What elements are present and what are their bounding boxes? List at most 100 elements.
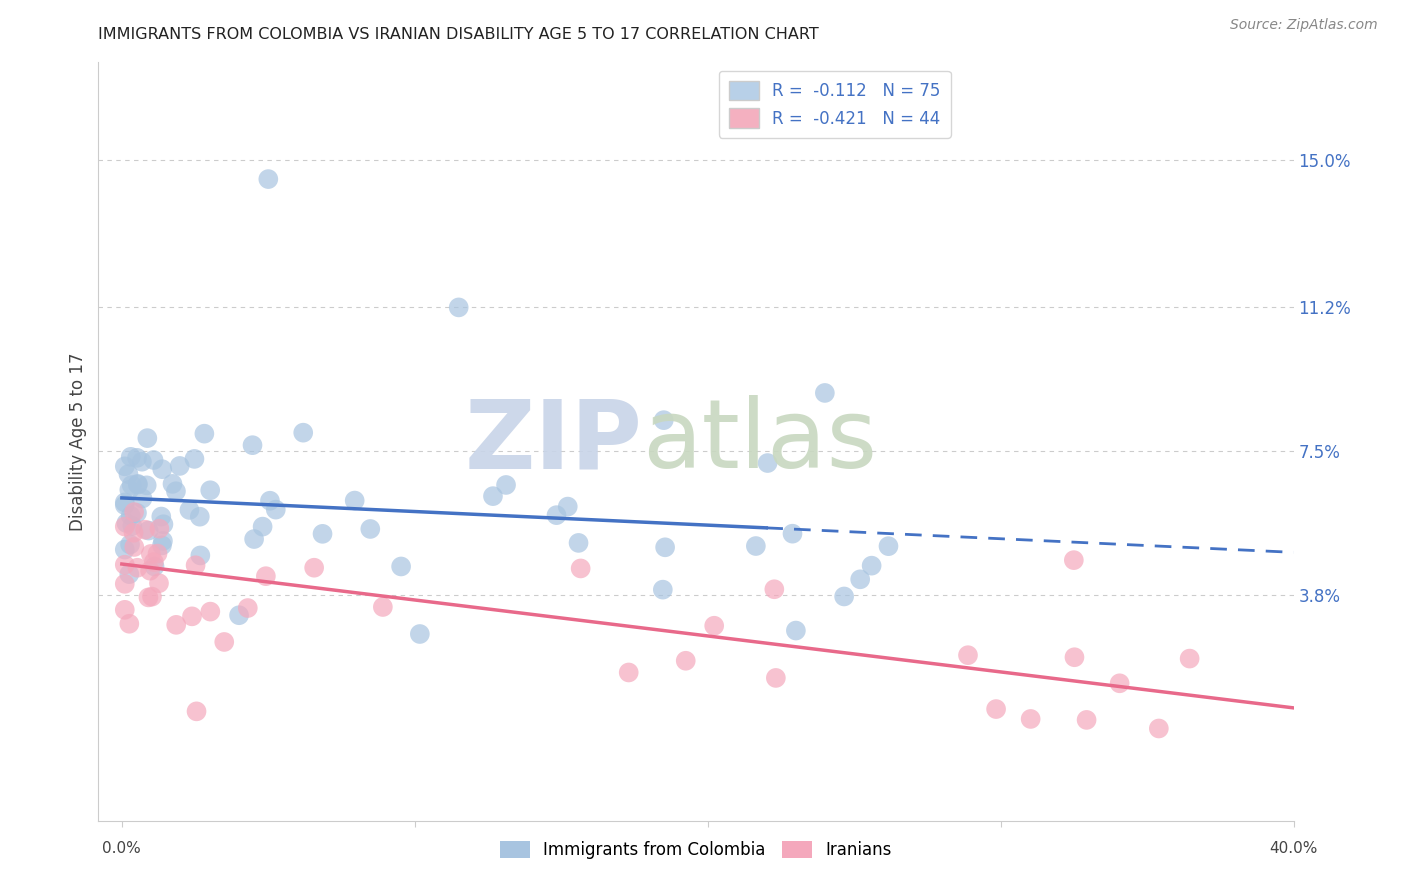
Point xyxy=(675,654,697,668)
Point xyxy=(139,547,162,561)
Point xyxy=(150,462,173,476)
Point xyxy=(877,539,900,553)
Point xyxy=(359,522,381,536)
Point xyxy=(183,451,205,466)
Point xyxy=(118,567,141,582)
Point xyxy=(184,558,207,573)
Point xyxy=(617,665,640,680)
Point xyxy=(120,508,142,523)
Point xyxy=(1019,712,1042,726)
Point xyxy=(114,558,136,572)
Point xyxy=(212,635,235,649)
Point xyxy=(148,576,170,591)
Point xyxy=(125,450,148,465)
Point xyxy=(125,506,148,520)
Text: 40.0%: 40.0% xyxy=(1270,841,1317,856)
Point xyxy=(181,609,204,624)
Point xyxy=(121,519,143,533)
Point xyxy=(114,495,136,509)
Point xyxy=(120,450,142,464)
Point xyxy=(409,627,432,641)
Point xyxy=(832,590,855,604)
Point xyxy=(134,523,156,537)
Point xyxy=(114,577,136,591)
Point xyxy=(243,532,266,546)
Point xyxy=(114,519,136,533)
Point xyxy=(703,618,725,632)
Point xyxy=(200,483,222,498)
Point xyxy=(165,484,187,499)
Point xyxy=(557,500,579,514)
Point xyxy=(782,526,804,541)
Point xyxy=(654,541,676,555)
Point xyxy=(121,478,143,492)
Point xyxy=(114,603,136,617)
Point xyxy=(252,519,274,533)
Point xyxy=(567,536,589,550)
Point xyxy=(651,582,673,597)
Point xyxy=(162,476,184,491)
Point xyxy=(236,601,259,615)
Point xyxy=(122,525,145,540)
Point xyxy=(756,456,779,470)
Point xyxy=(302,560,325,574)
Point xyxy=(652,413,675,427)
Point xyxy=(264,502,287,516)
Point xyxy=(142,453,165,467)
Point xyxy=(186,704,208,718)
Point xyxy=(1063,553,1085,567)
Point xyxy=(188,549,211,563)
Legend: Immigrants from Colombia, Iranians: Immigrants from Colombia, Iranians xyxy=(494,834,898,865)
Text: IMMIGRANTS FROM COLOMBIA VS IRANIAN DISABILITY AGE 5 TO 17 CORRELATION CHART: IMMIGRANTS FROM COLOMBIA VS IRANIAN DISA… xyxy=(98,27,820,42)
Point xyxy=(228,608,250,623)
Point xyxy=(254,569,277,583)
Point xyxy=(136,431,159,445)
Point xyxy=(814,386,837,401)
Point xyxy=(169,458,191,473)
Point xyxy=(1076,713,1098,727)
Point xyxy=(135,478,157,492)
Point xyxy=(138,591,160,605)
Point xyxy=(956,648,979,663)
Point xyxy=(179,503,201,517)
Point xyxy=(152,533,174,548)
Point xyxy=(188,509,211,524)
Point xyxy=(138,524,160,538)
Point xyxy=(114,459,136,474)
Point xyxy=(343,493,366,508)
Point xyxy=(193,426,215,441)
Point xyxy=(152,517,174,532)
Point xyxy=(143,559,166,574)
Point xyxy=(849,572,872,586)
Point xyxy=(257,172,280,186)
Text: atlas: atlas xyxy=(643,395,877,488)
Point xyxy=(495,478,517,492)
Point xyxy=(1178,651,1201,665)
Point xyxy=(131,491,153,506)
Point xyxy=(146,547,169,561)
Point xyxy=(118,616,141,631)
Point xyxy=(311,526,333,541)
Point xyxy=(259,493,281,508)
Point xyxy=(371,599,394,614)
Point xyxy=(122,505,145,519)
Point xyxy=(1147,722,1170,736)
Point xyxy=(150,509,173,524)
Point xyxy=(165,617,187,632)
Point xyxy=(482,489,505,503)
Point xyxy=(447,301,470,315)
Point xyxy=(118,483,141,497)
Point xyxy=(763,582,786,597)
Point xyxy=(242,438,264,452)
Point xyxy=(785,624,807,638)
Point xyxy=(120,537,142,551)
Text: 0.0%: 0.0% xyxy=(103,841,141,856)
Point xyxy=(114,498,136,512)
Point xyxy=(115,516,138,530)
Y-axis label: Disability Age 5 to 17: Disability Age 5 to 17 xyxy=(69,352,87,531)
Point xyxy=(131,455,153,469)
Point xyxy=(745,539,768,553)
Text: ZIP: ZIP xyxy=(464,395,643,488)
Point xyxy=(546,508,568,523)
Point xyxy=(984,702,1007,716)
